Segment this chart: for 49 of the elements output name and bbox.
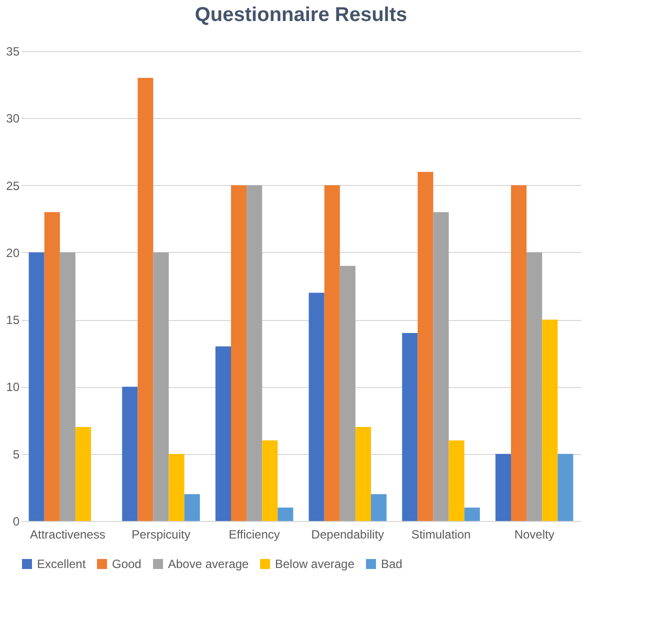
x-tick-label: Dependability	[311, 528, 384, 542]
bar	[138, 78, 154, 521]
bar	[75, 427, 91, 521]
bar	[262, 440, 278, 521]
bar	[511, 185, 527, 521]
x-tick-label: Stimulation	[411, 528, 471, 542]
bar	[184, 494, 200, 521]
y-tick-label: 30	[6, 112, 20, 126]
x-tick-label: Efficiency	[228, 528, 280, 542]
bar	[324, 185, 340, 521]
bar	[168, 454, 184, 521]
bar	[402, 333, 418, 521]
bar	[60, 252, 76, 521]
chart-title: Questionnaire Results	[194, 4, 408, 26]
bar	[231, 185, 247, 521]
bar	[418, 172, 434, 521]
bar	[278, 508, 294, 521]
bar	[28, 252, 44, 521]
bar	[153, 252, 169, 521]
y-tick-label: 35	[6, 44, 20, 58]
x-tick-label: Attractiveness	[30, 528, 106, 542]
y-tick-label: 10	[6, 380, 20, 394]
y-tick-label: 25	[6, 178, 20, 193]
bar	[464, 508, 480, 521]
bar	[308, 292, 324, 521]
bar	[433, 212, 449, 521]
bar	[355, 427, 371, 521]
legend-label: Bad	[381, 557, 402, 571]
y-tick-label: 5	[12, 447, 20, 462]
bar	[44, 212, 60, 521]
bar	[122, 386, 138, 521]
x-tick-label: Novelty	[514, 528, 554, 542]
bar	[558, 454, 574, 521]
x-tick-label: Perspicuity	[132, 528, 190, 542]
bar	[448, 440, 464, 521]
y-tick-label: 15	[6, 313, 20, 328]
legend-label: Below average	[275, 557, 355, 571]
bar	[526, 252, 542, 521]
bar	[371, 494, 387, 521]
legend-label: Excellent	[37, 557, 86, 571]
bar	[495, 454, 511, 521]
legend-label: Good	[112, 557, 142, 571]
bar	[340, 266, 356, 521]
bar	[215, 346, 231, 521]
legend-label: Above average	[168, 557, 250, 571]
bar	[246, 185, 262, 521]
y-tick-label: 20	[6, 246, 20, 260]
y-tick-label: 0	[12, 514, 20, 528]
bar	[542, 320, 558, 521]
